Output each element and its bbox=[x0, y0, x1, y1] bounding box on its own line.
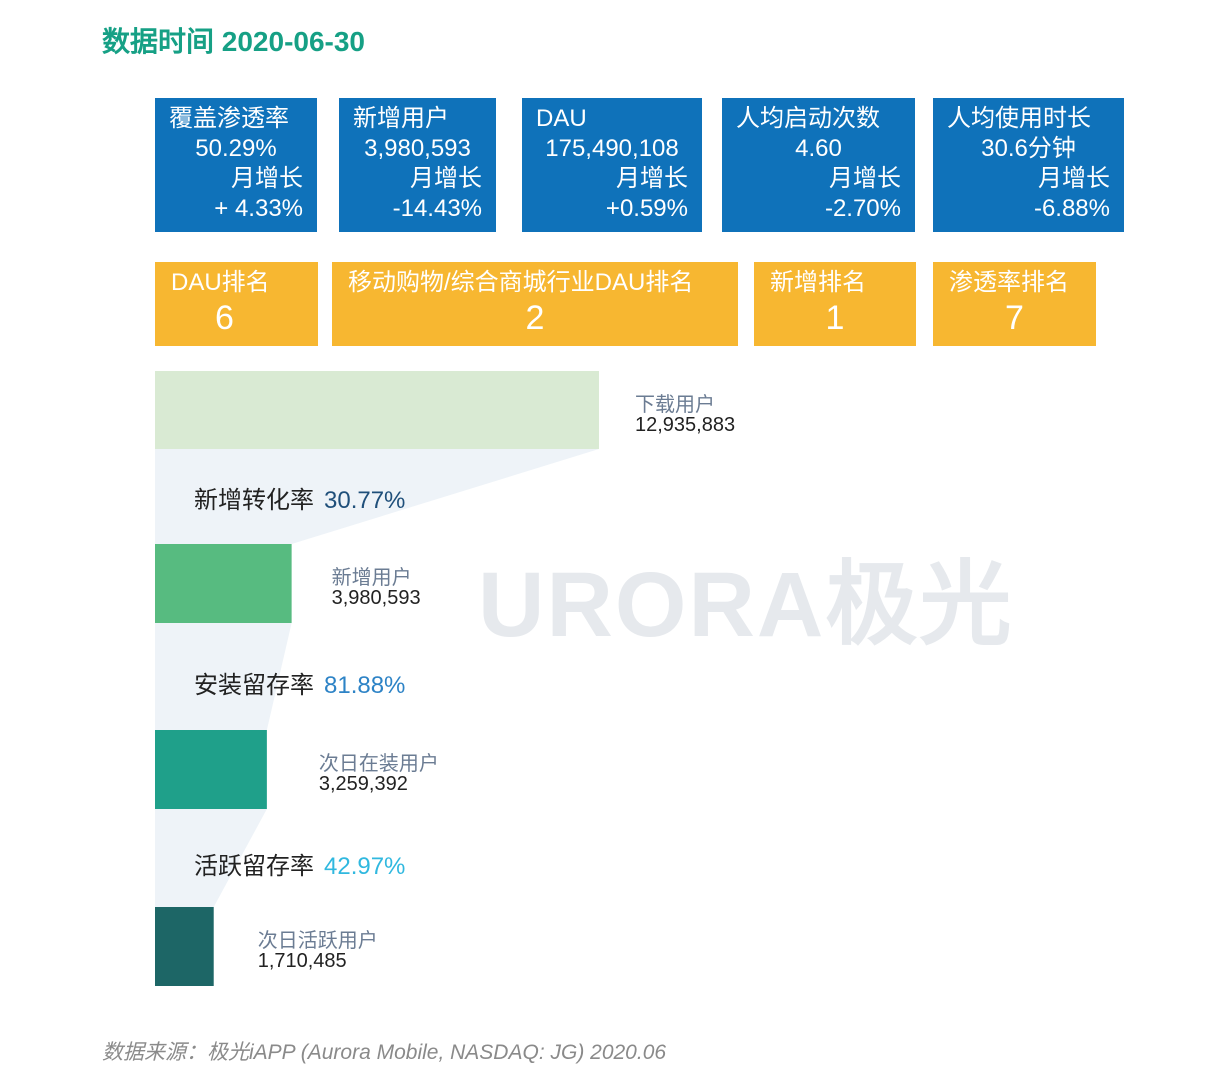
rank-card-industry-dau: 移动购物/综合商城行业DAU排名 2 bbox=[332, 262, 738, 346]
rank-label: 新增排名 bbox=[770, 269, 866, 296]
rank-card-new-users: 新增排名 1 bbox=[754, 262, 916, 346]
kpi-value: 3,980,593 bbox=[364, 135, 471, 162]
conversion-rate: 活跃留存率 42.97% bbox=[194, 846, 405, 881]
rank-value: 1 bbox=[825, 299, 845, 337]
kpi-growth-label: 月增长 bbox=[410, 165, 482, 192]
funnel-bar bbox=[155, 730, 267, 809]
kpi-growth-value: -14.43% bbox=[392, 195, 482, 222]
watermark: URORA极光 bbox=[478, 554, 1014, 656]
kpi-growth-label: 月增长 bbox=[616, 165, 688, 192]
rate-label: 新增转化率 bbox=[194, 487, 314, 514]
kpi-label: 新增用户 bbox=[353, 105, 449, 132]
kpi-card-dau: DAU 175,490,108 月增长 +0.59% bbox=[522, 98, 702, 232]
kpi-label: 人均使用时长 bbox=[947, 105, 1091, 132]
funnel-connector bbox=[155, 449, 599, 544]
kpi-value: 175,490,108 bbox=[545, 135, 679, 162]
conversion-rate: 新增转化率 30.77% bbox=[194, 480, 405, 515]
kpi-card-new-users: 新增用户 3,980,593 月增长 -14.43% bbox=[339, 98, 496, 232]
stage-value: 1,710,485 bbox=[257, 950, 347, 972]
funnel-bar bbox=[155, 544, 292, 623]
kpi-card-launches: 人均启动次数 4.60 月增长 -2.70% bbox=[722, 98, 915, 232]
kpi-growth-value: -2.70% bbox=[824, 195, 901, 222]
stage-label: 次日在装用户 bbox=[318, 753, 439, 775]
kpi-growth-label: 月增长 bbox=[829, 165, 901, 192]
rank-value: 7 bbox=[1005, 299, 1024, 337]
kpi-label: DAU bbox=[536, 105, 587, 132]
kpi-growth-label: 月增长 bbox=[1038, 165, 1110, 192]
stage-label: 次日活跃用户 bbox=[257, 930, 378, 952]
rank-label: 渗透率排名 bbox=[949, 269, 1069, 296]
rank-value: 6 bbox=[215, 299, 234, 337]
funnel-bar bbox=[155, 907, 214, 986]
rank-value: 2 bbox=[525, 299, 545, 337]
conversion-rate: 安装留存率 81.88% bbox=[194, 665, 405, 700]
stage-value: 3,259,392 bbox=[318, 773, 408, 795]
rate-value: 30.77% bbox=[324, 487, 406, 514]
stage-label: 新增用户 bbox=[331, 567, 412, 589]
rank-label: 移动购物/综合商城行业DAU排名 bbox=[348, 269, 694, 296]
kpi-card-penetration: 覆盖渗透率 50.29% 月增长 + 4.33% bbox=[155, 98, 317, 232]
funnel-connector bbox=[155, 809, 267, 907]
kpi-growth-value: -6.88% bbox=[1033, 195, 1110, 222]
stage-label: 下载用户 bbox=[635, 394, 715, 416]
page-title: 数据时间 2020-06-30 bbox=[102, 26, 366, 57]
kpi-value: 30.6分钟 bbox=[981, 135, 1076, 162]
funnel-bar bbox=[155, 371, 599, 449]
kpi-value: 50.29% bbox=[195, 135, 277, 162]
stage-value: 12,935,883 bbox=[635, 414, 736, 436]
rank-label: DAU排名 bbox=[171, 269, 270, 296]
rate-value: 81.88% bbox=[324, 672, 406, 699]
stage-value: 3,980,593 bbox=[331, 587, 421, 609]
kpi-value: 4.60 bbox=[795, 135, 842, 162]
kpi-growth-label: 月增长 bbox=[231, 165, 303, 192]
kpi-growth-value: + 4.33% bbox=[214, 195, 303, 222]
rank-card-dau: DAU排名 6 bbox=[155, 262, 318, 346]
kpi-label: 覆盖渗透率 bbox=[169, 105, 289, 132]
rate-value: 42.97% bbox=[324, 853, 406, 880]
rate-label: 安装留存率 bbox=[194, 672, 314, 699]
rate-label: 活跃留存率 bbox=[194, 853, 314, 880]
source-note: 数据来源：极光iAPP (Aurora Mobile, NASDAQ: JG) … bbox=[102, 1041, 667, 1064]
kpi-growth-value: +0.59% bbox=[605, 195, 688, 222]
rank-card-penetration: 渗透率排名 7 bbox=[933, 262, 1096, 346]
funnel-connector bbox=[155, 623, 292, 730]
kpi-label: 人均启动次数 bbox=[736, 105, 880, 132]
kpi-card-usage-time: 人均使用时长 30.6分钟 月增长 -6.88% bbox=[933, 98, 1124, 232]
